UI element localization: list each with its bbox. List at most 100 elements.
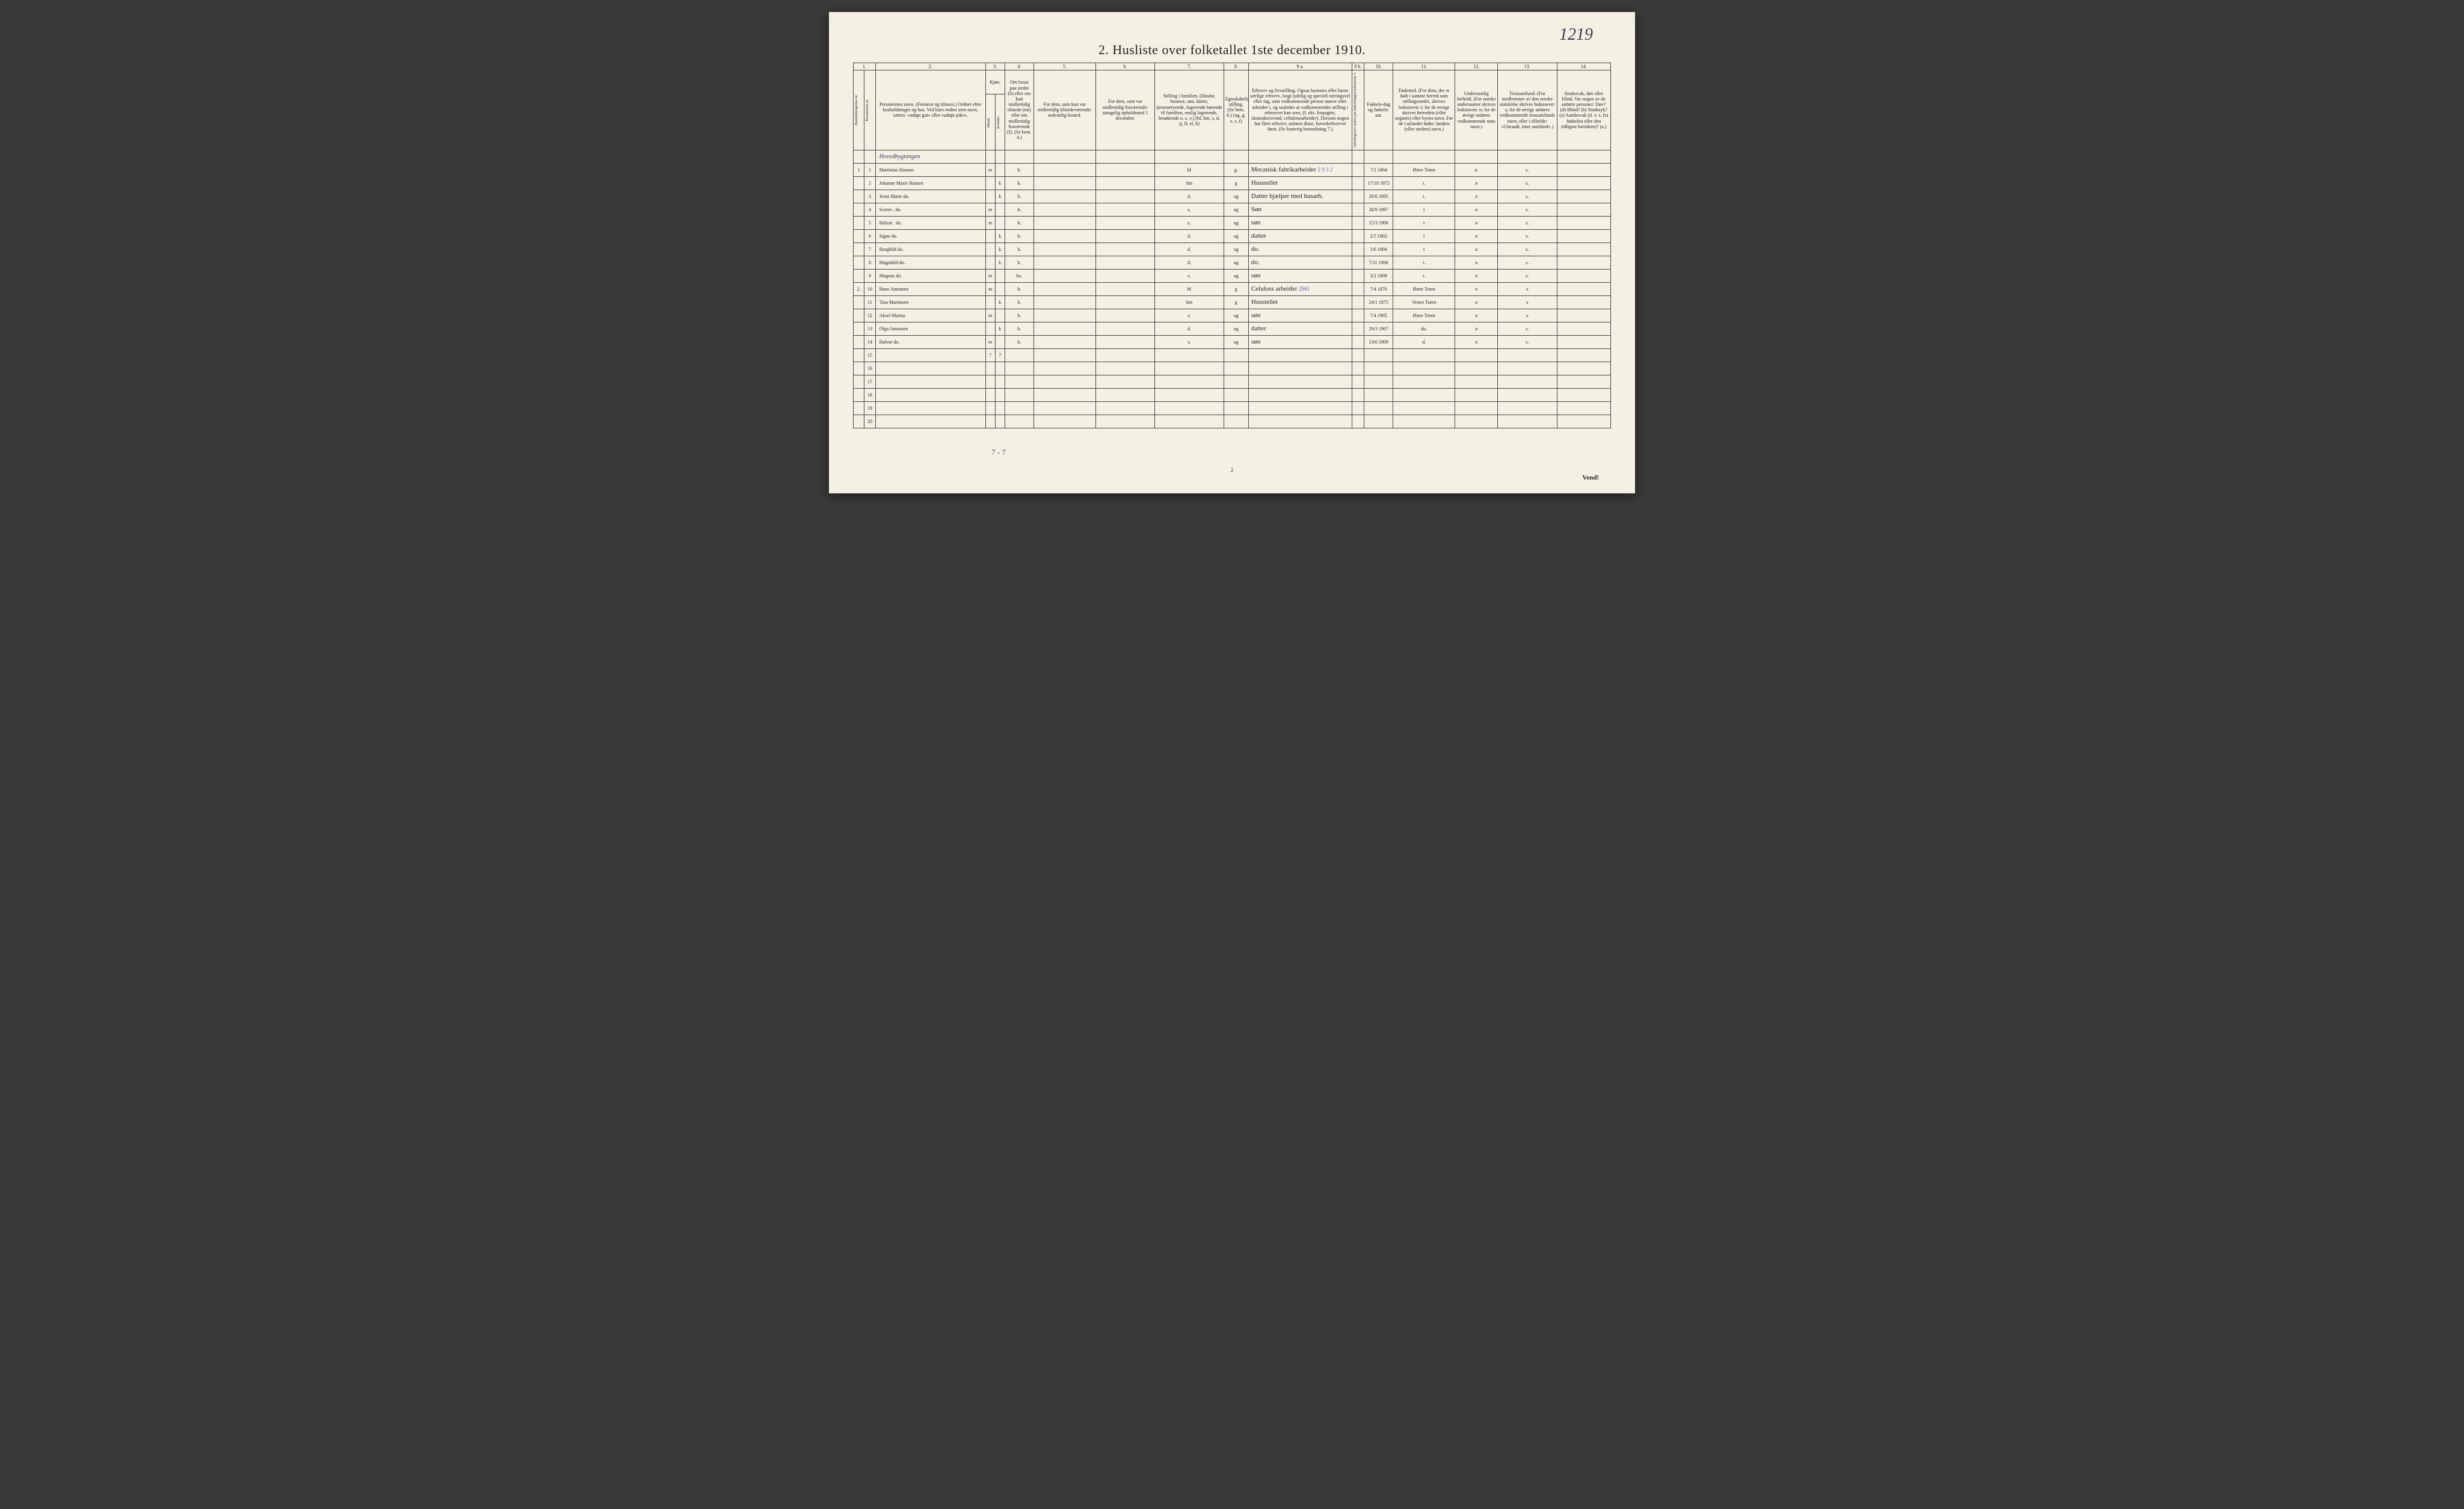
nat-cell: n (1455, 335, 1498, 348)
c5-cell (1033, 335, 1095, 348)
cell (854, 150, 864, 163)
fam-cell: hf (1155, 163, 1224, 176)
k-cell: k (995, 229, 1005, 242)
occ-cell: Celuloss arbeider 2961 (1248, 282, 1352, 295)
cell (1033, 375, 1095, 388)
cell (1005, 150, 1033, 163)
dob-cell: 2/5 1902 (1364, 229, 1393, 242)
cell (1005, 388, 1033, 401)
cell (1224, 388, 1248, 401)
eg-cell: ug (1224, 322, 1248, 335)
cell (985, 362, 995, 375)
head-sindssvak: Sindssvak, døv eller blind. Var nogen av… (1557, 70, 1610, 150)
head-midl-tilstede: For dem, som kun var midlertidig tilsted… (1033, 70, 1095, 150)
fam-cell: hf (1155, 282, 1224, 295)
c6-cell (1095, 295, 1154, 309)
c6-cell (1095, 190, 1154, 203)
colnum-3: 3. (985, 63, 1005, 70)
c6-cell (1095, 322, 1154, 335)
c14-cell (1557, 295, 1610, 309)
m-cell: m (985, 216, 995, 229)
head-kvinder: Kvinder. (995, 94, 1005, 150)
pn-cell: 4 (864, 203, 875, 216)
k-cell (995, 335, 1005, 348)
head-stilling-fam: Stilling i familien. (Husfar, husmor, sø… (1155, 70, 1224, 150)
cell (1352, 388, 1364, 401)
c14-cell (1557, 163, 1610, 176)
occ-cell: datter (1248, 322, 1352, 335)
eg-cell: ug (1224, 190, 1248, 203)
table-body: Hovedbygningen11Martinius Hansenmb.hfg.M… (854, 150, 1611, 428)
pn-cell: 19 (864, 401, 875, 415)
birthplace-cell: Østre Toten (1393, 309, 1455, 322)
c9b-cell (1352, 322, 1364, 335)
colnum-6: 6. (1095, 63, 1154, 70)
cell (1224, 348, 1248, 362)
colnum-8: 8. (1224, 63, 1248, 70)
m-cell (985, 295, 995, 309)
table-row: 4Sverre , do.mb.s.ugSøn28/9 1897tns. (854, 203, 1611, 216)
colnum-12: 12. (1455, 63, 1498, 70)
eg-cell: g (1224, 282, 1248, 295)
cell (1248, 150, 1352, 163)
c5-cell (1033, 216, 1095, 229)
table-row: 6Signe do.kb.d.ugdatter2/5 1902tns. (854, 229, 1611, 242)
dob-cell: 15/3 1900 (1364, 216, 1393, 229)
birthplace-cell: Østre Toten (1393, 163, 1455, 176)
c14-cell (1557, 282, 1610, 295)
pn-cell: 16 (864, 362, 875, 375)
hh-cell (854, 203, 864, 216)
cell (1455, 348, 1498, 362)
page-number-handwritten: 1219 (1559, 25, 1593, 45)
c9b-cell (1352, 176, 1364, 190)
m-cell: m (985, 309, 995, 322)
cell (1224, 362, 1248, 375)
cell (1455, 388, 1498, 401)
c9b-cell (1352, 163, 1364, 176)
k-cell (995, 203, 1005, 216)
head-egteskab: Egteskabelig stilling. (Se bem. 6.) (ug,… (1224, 70, 1248, 150)
nat-cell: n (1455, 229, 1498, 242)
cell (1557, 362, 1610, 375)
k-cell (995, 216, 1005, 229)
cell (1364, 388, 1393, 401)
occ-cell: Datter hjælper med husarb. (1248, 190, 1352, 203)
table-row: 7Borghild do.kb.d.ugdo.3/6 1904tns. (854, 242, 1611, 256)
cell (875, 388, 985, 401)
footer-vend: Vend! (1582, 474, 1599, 481)
c5-cell (1033, 269, 1095, 282)
cell (854, 388, 864, 401)
name-cell: Halvar do. (875, 335, 985, 348)
cell (875, 348, 985, 362)
head-9b: Arbeidsgivere sættes paa fødselsdagen bo… (1352, 70, 1364, 150)
occ-cell: do. (1248, 242, 1352, 256)
name-cell: Signe do. (875, 229, 985, 242)
cell (985, 388, 995, 401)
nat-cell: n (1455, 203, 1498, 216)
cell (1005, 348, 1033, 362)
m-cell: m (985, 335, 995, 348)
eg-cell: ug (1224, 256, 1248, 269)
pn-cell: 5 (864, 216, 875, 229)
colnum-9a: 9 a. (1248, 63, 1352, 70)
hh-cell: 2. (854, 282, 864, 295)
cell (854, 415, 864, 428)
c9b-cell (1352, 229, 1364, 242)
c6-cell (1095, 229, 1154, 242)
pn-cell: 10 (864, 282, 875, 295)
table-row: 9Magnus do.mbo.s.ugsøn3/2 1909t.ns. (854, 269, 1611, 282)
birthplace-cell: do. (1393, 322, 1455, 335)
cell (1498, 415, 1557, 428)
birthplace-cell: t. (1393, 176, 1455, 190)
dob-cell: 29/3 1907 (1364, 322, 1393, 335)
name-cell: Tina Martinsen (875, 295, 985, 309)
eg-cell: g. (1224, 163, 1248, 176)
empty-row: 20 (854, 415, 1611, 428)
head-maend: Mænd. (985, 94, 995, 150)
eg-cell: ug (1224, 335, 1248, 348)
m-cell: m (985, 203, 995, 216)
c6-cell (1095, 176, 1154, 190)
cell (1155, 362, 1224, 375)
census-table: 1. 2. 3. 4. 5. 6. 7. 8. 9 a. 9 b. 10. 11… (853, 63, 1611, 428)
fam-cell: hm (1155, 295, 1224, 309)
